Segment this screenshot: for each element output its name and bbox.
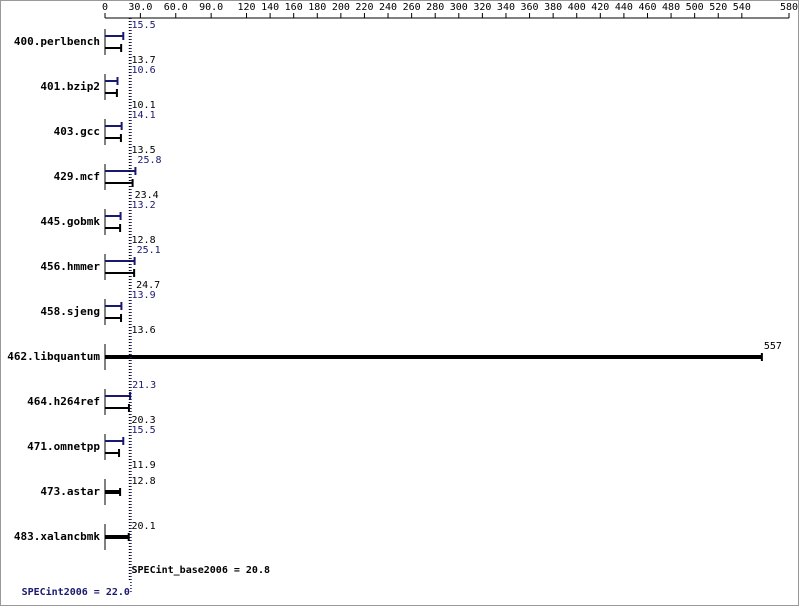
bar: [105, 305, 122, 307]
category-label: 403.gcc: [54, 125, 100, 138]
bar: [105, 47, 122, 49]
value-label: 10.1: [132, 100, 156, 111]
value-label: 12.8: [132, 476, 156, 487]
x-tick-label: 360: [521, 2, 539, 13]
bar: [105, 182, 133, 184]
value-label: 13.5: [132, 145, 156, 156]
bar: [105, 260, 135, 262]
bar: [105, 317, 122, 319]
value-label: 13.2: [132, 200, 156, 211]
x-tick-label: 180: [308, 2, 326, 13]
bar: [105, 440, 124, 442]
x-tick-label: 480: [662, 2, 680, 13]
x-tick-label: 200: [332, 2, 350, 13]
value-label: 14.1: [132, 110, 156, 121]
x-tick-label: 520: [709, 2, 727, 13]
bar: [105, 395, 131, 397]
bar: [105, 227, 121, 229]
value-label: 25.1: [137, 245, 161, 256]
value-label: 12.8: [132, 235, 156, 246]
bar: [105, 170, 136, 172]
x-tick-label: 140: [261, 2, 279, 13]
category-label: 471.omnetpp: [27, 440, 100, 453]
category-label: 400.perlbench: [14, 35, 100, 48]
value-label: 20.1: [132, 521, 156, 532]
value-label: 13.7: [132, 55, 156, 66]
value-label: 11.9: [132, 460, 156, 471]
value-label: 10.6: [132, 65, 156, 76]
x-tick-label: 160: [285, 2, 303, 13]
category-label: 429.mcf: [54, 170, 100, 183]
bar: [105, 92, 117, 94]
bar: [105, 407, 129, 409]
x-tick-label: 220: [355, 2, 373, 13]
category-label: 401.bzip2: [40, 80, 100, 93]
value-label: 13.6: [132, 325, 156, 336]
x-tick-label: 440: [615, 2, 633, 13]
bar: [105, 535, 129, 539]
value-label: 20.3: [132, 415, 156, 426]
value-label: 13.9: [132, 290, 156, 301]
category-label: 483.xalancbmk: [14, 530, 100, 543]
x-tick-label: 240: [379, 2, 397, 13]
x-tick-label: 120: [237, 2, 255, 13]
value-label: 25.8: [137, 155, 161, 166]
x-tick-label: 540: [733, 2, 751, 13]
x-tick-label: 300: [450, 2, 468, 13]
x-tick-label: 340: [497, 2, 515, 13]
x-tick-label: 260: [403, 2, 421, 13]
x-tick-label: 420: [591, 2, 609, 13]
category-label: 456.hmmer: [40, 260, 100, 273]
x-tick-label: 580: [780, 2, 798, 13]
x-tick-label: 460: [638, 2, 656, 13]
x-tick-label: 0: [102, 2, 108, 13]
reference-label: SPECint2006 = 22.0: [22, 586, 130, 598]
x-tick-label: 30.0: [128, 2, 152, 13]
reference-label: SPECint_base2006 = 20.8: [132, 564, 270, 576]
category-label: 445.gobmk: [40, 215, 100, 228]
x-tick-label: 280: [426, 2, 444, 13]
bar: [105, 215, 121, 217]
category-label: 464.h264ref: [27, 395, 100, 408]
category-label: 458.sjeng: [40, 305, 100, 318]
bar: [105, 35, 124, 37]
x-tick-label: 500: [686, 2, 704, 13]
x-tick-label: 90.0: [199, 2, 223, 13]
bar: [105, 272, 135, 274]
value-label: 15.5: [132, 425, 156, 436]
value-label: 557: [764, 341, 782, 352]
x-tick-label: 320: [473, 2, 491, 13]
category-label: 473.astar: [40, 485, 100, 498]
bar: [105, 355, 762, 359]
x-tick-label: 380: [544, 2, 562, 13]
value-label: 21.3: [132, 380, 156, 391]
x-tick-label: 60.0: [164, 2, 188, 13]
bar: [105, 490, 121, 494]
x-tick-label: 400: [568, 2, 586, 13]
bar: [105, 452, 120, 454]
bar: [105, 80, 118, 82]
bar: [105, 125, 122, 127]
value-label: 15.5: [132, 20, 156, 31]
value-label: 24.7: [136, 280, 160, 291]
category-label: 462.libquantum: [7, 350, 100, 363]
bar: [105, 137, 121, 139]
value-label: 23.4: [135, 190, 159, 201]
